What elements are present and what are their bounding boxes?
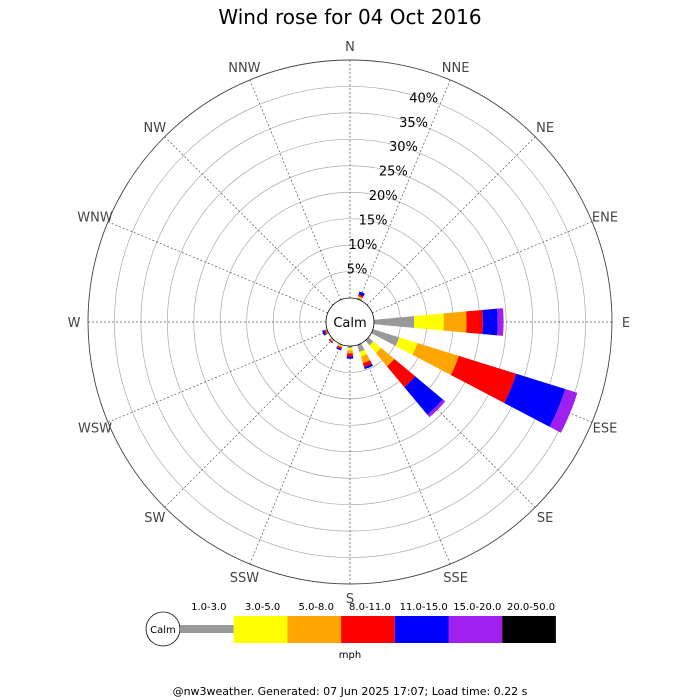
legend-label: 3.0-5.0 [245,602,280,613]
bar-e-bin-3 [466,309,483,335]
bar-sse-bin-3 [362,360,372,368]
bar-wsw-bin-4 [322,330,326,336]
bar-sw-bin-4 [328,339,333,344]
legend-label: 5.0-8.0 [299,602,334,613]
footer-text: @nw3weather. Generated: 07 Jun 2025 17:0… [173,685,528,698]
direction-label-sse: SSE [443,571,468,586]
bar-ssw-bin-3 [336,345,343,349]
direction-label-nne: NNE [442,61,470,76]
direction-labels: N NNE NE ENE E ESE SE SSE S SSW SW WSW W WNW NW NNW [68,40,631,607]
direction-label-ene: ENE [592,210,618,225]
bar-sw-bin-3 [329,338,334,343]
bar-ese-bin-3 [450,355,517,403]
bar-nne-bin-1 [357,297,363,300]
legend-calm-label: Calm [150,625,176,636]
radial-tick-label: 30% [389,140,418,155]
bar-nne-bin-0 [357,297,362,301]
bar-sw-bin-1 [330,338,334,342]
bar-se-bin-1 [369,341,382,354]
grid-ring [166,138,534,506]
grid-ring [114,86,586,558]
direction-label-ese: ESE [593,422,618,437]
legend-label: 8.0-11.0 [349,602,391,613]
legend-swatch [233,616,288,643]
bar-sse-bin-4 [364,363,373,370]
bar-ssw-bin-2 [337,344,343,348]
direction-label-wnw: WNW [77,210,113,225]
radial-tick-label: 25% [379,165,408,180]
bar-ese-bin-0 [371,329,400,346]
direction-label-ssw: SSW [230,571,260,586]
bar-ese-bin-4 [504,373,566,427]
radial-tick-labels: 5% 10% 15% 20% 25% 30% 35% 40% [347,91,438,277]
legend-swatch [448,616,503,643]
bar-ese-bin-5 [549,389,578,433]
legend-label: 20.0-50.0 [507,602,555,613]
legend-label: 15.0-20.0 [453,602,501,613]
bar-sw-bin-0 [330,337,335,342]
bar-wsw-bin-0 [325,329,329,334]
legend-swatch [502,616,556,643]
bar-se-bin-2 [375,347,395,367]
bar-s-bin-0 [347,345,353,349]
bar-ese-bin-2 [412,342,459,375]
direction-label-n: N [345,40,355,55]
chart-title: Wind rose for 04 Oct 2016 [218,5,481,29]
bar-s-bin-4 [346,356,354,359]
bar-sse-bin-1 [359,349,367,357]
bar-e-bin-5 [497,308,504,336]
radial-tick-label: 10% [349,238,378,253]
bar-sse-bin-2 [360,354,371,364]
legend-swatch [341,616,395,643]
bar-s-bin-2 [347,350,353,354]
calm-circle [325,297,375,347]
legend-label: 11.0-15.0 [400,602,448,613]
bar-se-bin-5 [427,399,446,418]
radial-tick-label: 15% [359,214,388,229]
bar-s-bin-1 [347,348,353,351]
bar-e-bin-2 [443,311,467,333]
radial-tick-label: 35% [399,116,428,131]
speed-legend: Calm mph 1.0-3.0 3.0-5.0 5.0-8.0 8.0-11.0 11… [145,602,556,661]
calm-center: Calm [325,297,375,347]
legend-swatch [287,616,342,643]
bar-nne-bin-4 [358,291,365,297]
bar-nne-bin-2 [357,296,363,299]
calm-label: Calm [333,316,366,331]
radial-tick-label: 5% [347,262,368,277]
bar-s-bin-3 [346,353,354,357]
legend-swatch [394,616,449,643]
direction-label-sw: SW [144,511,165,526]
direction-label-se: SE [537,511,553,526]
bar-sse-bin-0 [357,343,365,352]
bar-se-bin-0 [365,337,374,346]
direction-label-ne: NE [536,121,554,136]
legend-swatch [180,625,234,633]
bar-e-bin-4 [482,308,498,336]
bar-ssw-bin-4 [336,346,342,351]
direction-label-w: W [68,316,81,331]
bar-nne-bin-3 [358,294,364,298]
bar-ese-bin-1 [395,337,418,355]
bar-e-bin-0 [373,316,415,328]
bar-wsw-bin-3 [324,329,328,335]
bar-se-bin-4 [404,376,443,415]
direction-label-nw: NW [144,121,167,136]
direction-label-e: E [622,316,630,331]
direction-label-s: S [346,592,354,607]
bar-e-bin-1 [413,313,444,331]
radial-tick-label: 40% [409,91,438,106]
bar-ssw-bin-1 [338,344,343,347]
direction-label-nnw: NNW [228,61,260,76]
legend-unit: mph [339,650,361,661]
wind-bars [322,291,578,433]
radial-tick-label: 20% [369,189,398,204]
bar-sw-bin-2 [329,338,334,343]
legend-label: 1.0-3.0 [191,602,226,613]
bar-se-bin-3 [387,359,416,388]
direction-label-wsw: WSW [78,422,112,437]
